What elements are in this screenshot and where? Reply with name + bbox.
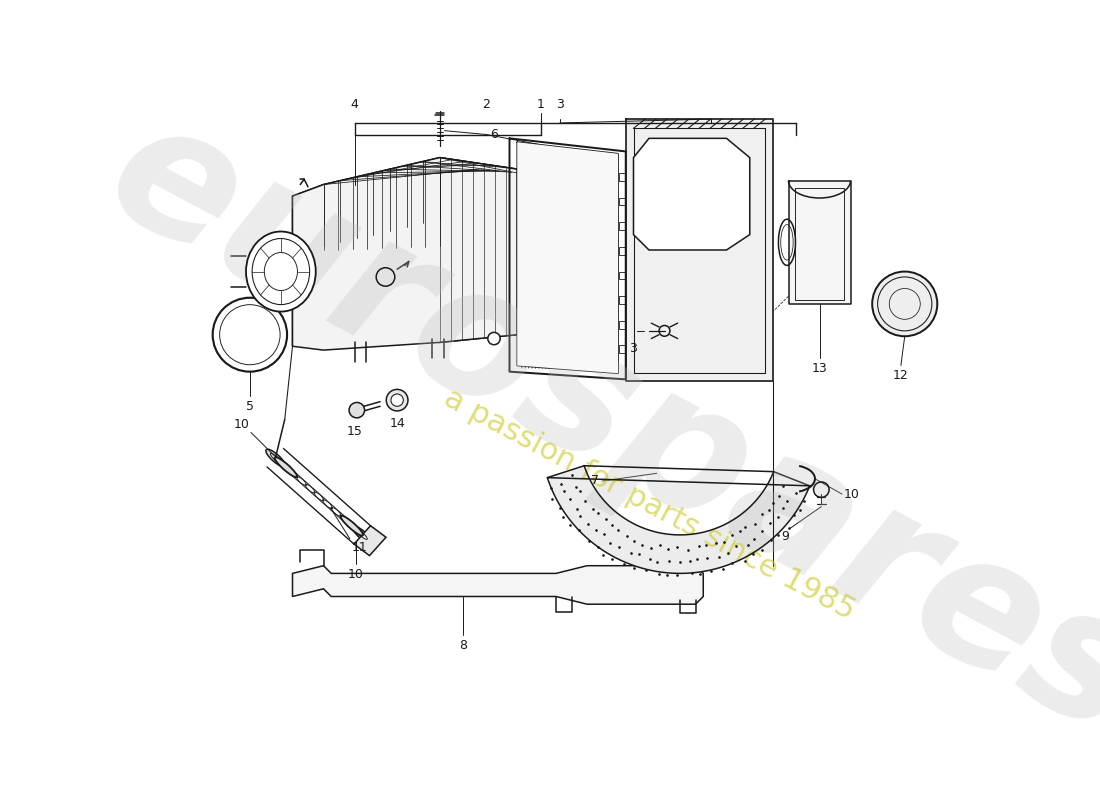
Ellipse shape — [341, 516, 363, 536]
Text: 7: 7 — [591, 474, 598, 487]
Polygon shape — [634, 138, 750, 250]
Polygon shape — [293, 185, 323, 346]
Text: 3: 3 — [556, 98, 564, 111]
Text: 10: 10 — [844, 488, 859, 501]
Circle shape — [386, 390, 408, 411]
Polygon shape — [548, 466, 810, 574]
Polygon shape — [626, 119, 773, 381]
Bar — [619, 296, 625, 304]
Text: a passion for parts since 1985: a passion for parts since 1985 — [439, 383, 859, 625]
Text: 8: 8 — [459, 639, 468, 652]
Text: 5: 5 — [246, 400, 254, 413]
Ellipse shape — [266, 450, 285, 466]
Text: eurospares: eurospares — [80, 82, 1100, 773]
Bar — [619, 222, 625, 230]
Text: 14: 14 — [389, 417, 405, 430]
Text: 3: 3 — [629, 342, 637, 355]
Polygon shape — [293, 158, 517, 350]
Text: 12: 12 — [893, 370, 909, 382]
Text: 11: 11 — [351, 541, 367, 554]
Polygon shape — [789, 181, 850, 304]
Polygon shape — [517, 142, 618, 373]
Bar — [619, 173, 625, 181]
Circle shape — [390, 394, 404, 406]
Polygon shape — [354, 526, 386, 556]
Text: 6: 6 — [491, 128, 498, 141]
Ellipse shape — [353, 526, 372, 543]
Text: 10: 10 — [233, 418, 250, 431]
Circle shape — [487, 332, 500, 345]
Text: 1: 1 — [537, 98, 544, 111]
Bar — [619, 271, 625, 279]
Text: 4: 4 — [351, 98, 359, 111]
Text: 2: 2 — [482, 98, 491, 111]
Bar — [619, 346, 625, 353]
Circle shape — [872, 271, 937, 336]
Ellipse shape — [275, 457, 297, 477]
Bar — [619, 321, 625, 329]
Text: 13: 13 — [812, 362, 827, 374]
Bar — [619, 198, 625, 206]
Text: 9: 9 — [781, 530, 789, 542]
Text: 15: 15 — [346, 425, 362, 438]
Ellipse shape — [246, 231, 316, 311]
Polygon shape — [323, 158, 517, 250]
Polygon shape — [293, 566, 703, 604]
Bar — [619, 247, 625, 254]
Circle shape — [349, 402, 364, 418]
Polygon shape — [440, 158, 517, 342]
Text: 10: 10 — [348, 568, 364, 581]
